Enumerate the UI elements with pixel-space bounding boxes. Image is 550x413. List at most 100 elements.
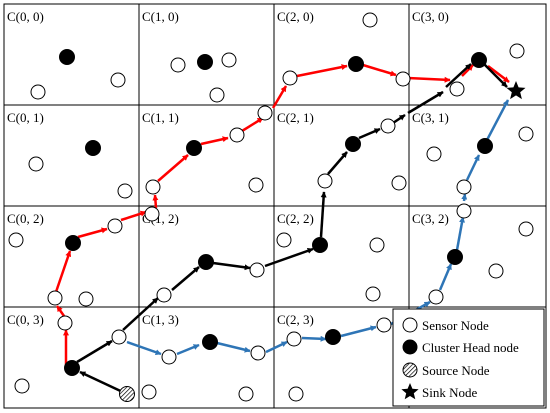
red-arrow-10 bbox=[271, 85, 288, 109]
cell-label-0-1: C(0, 1) bbox=[7, 110, 44, 125]
cluster-head-node bbox=[345, 136, 361, 152]
sensor-nodes bbox=[8, 12, 534, 402]
cell-label-1-1: C(1, 1) bbox=[142, 110, 179, 125]
sink-star-icon bbox=[506, 81, 526, 100]
sensor-node bbox=[170, 57, 186, 73]
cluster-head-node bbox=[471, 52, 487, 68]
blue-arrow-11 bbox=[465, 154, 481, 181]
black-arrow-10 bbox=[392, 113, 406, 125]
cluster-head-node bbox=[65, 235, 81, 251]
red-arrow-9 bbox=[241, 116, 264, 133]
sensor-node bbox=[30, 84, 46, 100]
sensor-node bbox=[28, 156, 44, 172]
legend: Sensor Node Cluster Head node Source Nod… bbox=[392, 308, 545, 407]
sensor-node bbox=[391, 175, 407, 191]
cluster-head-node bbox=[186, 140, 202, 156]
sensor-node bbox=[456, 203, 472, 219]
cell-label-2-3: C(2, 3) bbox=[277, 312, 314, 327]
blue-arrow-6 bbox=[340, 325, 377, 338]
blue-route bbox=[126, 99, 510, 356]
sensor-node bbox=[376, 317, 392, 333]
sensor-node bbox=[156, 287, 172, 303]
sensor-node bbox=[286, 331, 302, 347]
sensor-node bbox=[362, 12, 378, 28]
cell-label-3-2: C(3, 2) bbox=[412, 211, 449, 226]
cluster-head-node bbox=[85, 140, 101, 156]
cluster-head-node bbox=[64, 360, 80, 376]
black-arrow-2 bbox=[76, 339, 113, 364]
cell-label-3-1: C(3, 1) bbox=[412, 110, 449, 125]
sensor-node bbox=[380, 118, 396, 134]
cell-label-2-1: C(2, 1) bbox=[277, 110, 314, 125]
sensor-node bbox=[456, 179, 472, 195]
sensor-node bbox=[365, 286, 381, 302]
sensor-node bbox=[8, 232, 24, 248]
sensor-node bbox=[369, 237, 385, 253]
cell-label-0-2: C(0, 2) bbox=[7, 211, 44, 226]
legend-cluster-head-icon bbox=[402, 339, 418, 355]
cell-label-0-3: C(0, 3) bbox=[7, 312, 44, 327]
cell-label-1-3: C(1, 3) bbox=[142, 312, 179, 327]
black-arrow-8 bbox=[327, 151, 348, 175]
blue-arrow-1 bbox=[126, 340, 162, 356]
sensor-node bbox=[47, 290, 63, 306]
black-arrow-6 bbox=[264, 247, 314, 268]
red-arrow-15 bbox=[487, 65, 510, 83]
cluster-head-node bbox=[197, 54, 213, 70]
legend-source-label: Source Node bbox=[422, 363, 490, 378]
sensor-node bbox=[250, 345, 266, 361]
sensor-node bbox=[107, 218, 123, 234]
legend-sink-label: Sink Node bbox=[422, 385, 477, 400]
blue-arrow-3 bbox=[216, 341, 251, 353]
sensor-node bbox=[426, 146, 442, 162]
black-arrow-12 bbox=[445, 63, 472, 88]
red-arrow-5 bbox=[120, 210, 147, 222]
blue-arrow-9 bbox=[455, 216, 465, 251]
red-arrow-11 bbox=[296, 64, 348, 78]
sensor-node bbox=[395, 71, 411, 87]
sensor-node bbox=[249, 262, 265, 278]
red-arrow-8 bbox=[200, 136, 229, 146]
sensor-node bbox=[488, 263, 504, 279]
cell-label-1-0: C(1, 0) bbox=[142, 9, 179, 24]
cluster-head-node bbox=[198, 254, 214, 270]
sensor-node bbox=[518, 221, 534, 237]
black-arrow-7 bbox=[319, 191, 327, 238]
sensor-node bbox=[257, 105, 273, 121]
black-arrow-13 bbox=[481, 61, 508, 88]
red-route bbox=[54, 63, 510, 368]
red-arrow-7 bbox=[157, 154, 189, 182]
sensor-node bbox=[518, 126, 534, 142]
black-arrow-11 bbox=[407, 90, 444, 115]
cluster-head-node bbox=[202, 334, 218, 350]
blue-arrow-10 bbox=[461, 193, 468, 202]
blue-arrow-2 bbox=[176, 343, 200, 356]
legend-source-icon bbox=[402, 362, 418, 378]
sensor-node bbox=[161, 349, 177, 365]
sensor-node bbox=[238, 386, 254, 402]
sensor-node bbox=[428, 289, 444, 305]
cluster-head-node bbox=[348, 56, 364, 72]
cluster-head-node bbox=[477, 138, 493, 154]
cell-label-3-0: C(3, 0) bbox=[412, 9, 449, 24]
legend-box bbox=[392, 308, 545, 407]
red-arrow-12 bbox=[362, 63, 397, 77]
legend-cluster-head-label: Cluster Head node bbox=[422, 340, 519, 355]
sensor-node bbox=[57, 315, 73, 331]
black-arrow-5 bbox=[212, 261, 251, 271]
cell-label-2-0: C(2, 0) bbox=[277, 9, 314, 24]
sensor-node bbox=[288, 386, 304, 402]
black-arrow-9 bbox=[358, 127, 381, 140]
cluster-head-nodes bbox=[59, 49, 493, 376]
black-arrow-4 bbox=[171, 266, 200, 291]
legend-sink-star-icon bbox=[401, 383, 419, 400]
blue-arrow-12 bbox=[485, 99, 510, 141]
sensor-node bbox=[229, 127, 245, 143]
black-arrow-3 bbox=[122, 297, 159, 331]
sensor-node bbox=[276, 232, 292, 248]
cluster-head-node bbox=[447, 249, 463, 265]
sensor-node bbox=[221, 52, 237, 68]
legend-sensor-icon bbox=[402, 317, 418, 333]
legend-sensor-label: Sensor Node bbox=[422, 318, 489, 333]
